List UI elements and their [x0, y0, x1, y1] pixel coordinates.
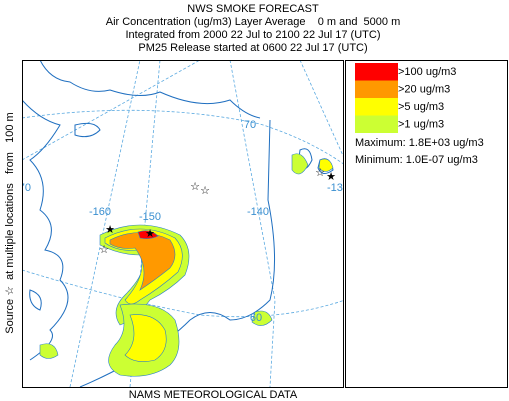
source-star: ☆	[99, 244, 109, 256]
legend-frame	[345, 60, 508, 388]
grid-label: -160	[89, 206, 111, 218]
graticule	[229, 60, 276, 387]
subtitle-line: PM25 Release started at 0600 22 Jul 17 (…	[138, 42, 367, 54]
smoke-plume	[318, 158, 334, 172]
graticule	[22, 269, 343, 318]
smoke-plume	[291, 153, 309, 175]
grid-label: 70	[244, 119, 256, 131]
footer: NAMS METEOROLOGICAL DATA	[129, 389, 298, 401]
legend-label: >1 ug/m3	[398, 118, 444, 130]
coastline	[39, 60, 261, 119]
island	[29, 122, 101, 311]
legend-swatch	[355, 63, 398, 81]
subtitle-line: Air Concentration (ug/m3) Layer Average …	[106, 16, 401, 28]
smoke-plume	[137, 230, 159, 239]
map-frame	[22, 60, 344, 388]
legend-label: >100 ug/m3	[398, 66, 456, 78]
graticule	[69, 60, 141, 387]
maximum: Maximum: 1.8E+03 ug/m3	[355, 137, 484, 149]
title: NWS SMOKE FORECAST	[187, 3, 319, 15]
grid-label: -140	[247, 206, 269, 218]
source-star: ★	[145, 228, 155, 240]
source-star: ☆	[315, 167, 325, 179]
legend-label: >5 ug/m3	[398, 101, 444, 113]
legend-swatch	[355, 98, 398, 116]
graticule	[22, 60, 201, 161]
grid-label: -130	[327, 182, 349, 194]
source-label: Source ☆ at multiple locations from 100 …	[4, 112, 16, 333]
coastline	[22, 99, 69, 361]
subtitle-line: Integrated from 2000 22 Jul to 2100 22 J…	[126, 29, 381, 41]
source-star: ★	[326, 171, 336, 183]
legend: >100 ug/m3 >20 ug/m3 >5 ug/m3 >1 ug/m3	[355, 63, 456, 133]
minimum: Minimum: 1.0E-07 ug/m3	[355, 154, 478, 166]
graticule	[299, 60, 343, 157]
graticule	[22, 109, 343, 165]
smoke-plume	[124, 314, 167, 362]
smoke-plume	[251, 310, 273, 326]
source-star: ☆	[200, 185, 210, 197]
smoke-plume	[109, 232, 176, 291]
grid-label: -150	[139, 211, 161, 223]
grid-label: 60	[250, 312, 262, 324]
source-star: ☆	[190, 181, 200, 193]
legend-label: >20 ug/m3	[398, 83, 450, 95]
map: ☆ ☆ ★ ☆ ★ ☆ ★ 70 -170 -160 -150 -140 -130 60	[9, 60, 349, 387]
source-star: ★	[105, 224, 115, 236]
legend-swatch	[355, 80, 398, 98]
stars: ☆ ☆ ★ ☆ ★ ☆ ★	[99, 167, 336, 256]
smoke-plume	[39, 343, 59, 359]
legend-swatch	[355, 115, 398, 133]
grid-label: -170	[9, 182, 31, 194]
